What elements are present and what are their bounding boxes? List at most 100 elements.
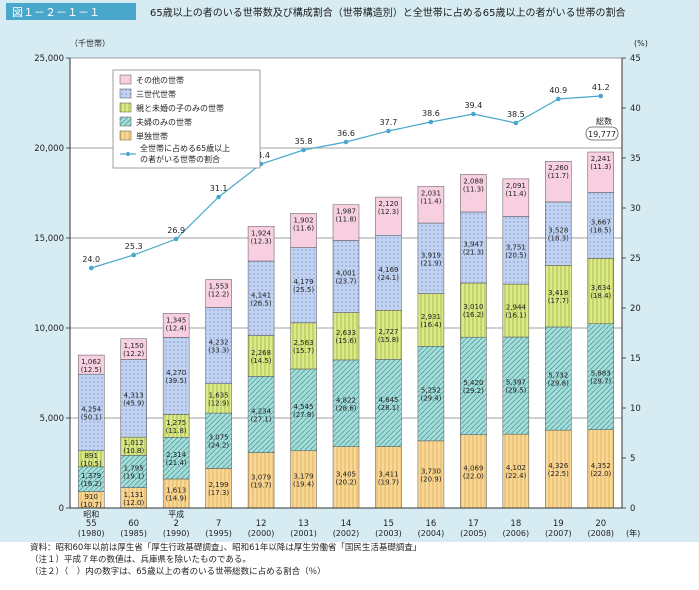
y-right-tick-label: 45 <box>630 54 641 64</box>
segment-value-label: 2,314 <box>166 451 187 459</box>
legend-line-text-1: 全世帯に占める65歳以上 <box>140 143 230 153</box>
bar-stacks <box>77 151 615 509</box>
segment-percent-label: (11.7) <box>548 172 569 180</box>
bar-segment <box>290 322 317 370</box>
bar-segment <box>290 368 317 452</box>
bar-segment <box>417 346 445 442</box>
segment-value-label: 3,079 <box>251 473 271 481</box>
segment-percent-label: (12.3) <box>378 208 399 216</box>
bar-segment <box>290 247 317 324</box>
segment-value-label: 4,545 <box>294 403 314 411</box>
y-left-tick-label: 15,000 <box>34 234 64 244</box>
y-left-unit: （千世帯） <box>70 38 110 48</box>
x-unit-label: (年) <box>626 528 640 538</box>
segment-value-label: 1,902 <box>294 216 314 224</box>
x-year-label: (2007) <box>545 529 572 538</box>
segment-value-label: 4,822 <box>336 396 356 404</box>
bar-segment <box>247 335 275 377</box>
y-axis-right: 0 5 10 15 20 25 30 35 40 45 <box>622 54 641 514</box>
segment-percent-label: (16.4) <box>420 321 441 329</box>
segment-percent-label: (20.2) <box>335 478 356 486</box>
segment-value-label: 4,845 <box>378 396 398 404</box>
bar-segment <box>247 260 275 336</box>
segment-value-label: 3,075 <box>209 434 229 442</box>
bar-segment <box>247 452 275 509</box>
bar-segment <box>290 450 317 509</box>
segment-percent-label: (28.1) <box>378 404 399 412</box>
segment-percent-label: (16.2) <box>463 311 484 319</box>
bar-segment <box>77 373 105 452</box>
segment-value-label: 1,150 <box>124 342 144 350</box>
bar-segment <box>77 354 105 375</box>
share-line-point <box>598 93 604 99</box>
share-line-point <box>556 96 561 102</box>
segment-value-label: 3,947 <box>463 240 483 248</box>
segment-percent-label: (15.6) <box>335 337 356 345</box>
segment-value-label: 4,102 <box>506 464 526 472</box>
segment-percent-label: (18.3) <box>548 235 569 243</box>
bar-segment <box>332 312 360 361</box>
x-tick-label: 13 <box>298 519 309 529</box>
segment-value-label: 2,633 <box>336 329 356 337</box>
share-line-point <box>216 194 221 200</box>
bar-segment <box>545 326 572 431</box>
segment-value-label: 4,069 <box>463 464 483 472</box>
x-tick-label: 16 <box>426 519 437 529</box>
bar-segment <box>545 265 572 328</box>
bar-segment <box>375 359 402 447</box>
share-line-label: 31.1 <box>210 184 228 193</box>
share-line-label: 41.2 <box>592 83 610 92</box>
y-right-tick-label: 40 <box>630 104 641 114</box>
segment-value-label: 4,234 <box>251 407 272 415</box>
x-year-label: (2008) <box>587 529 614 538</box>
legend-swatch <box>119 88 132 99</box>
segment-value-label: 1,795 <box>124 464 144 472</box>
segment-percent-label: (18.5) <box>590 226 611 234</box>
bar-segment <box>332 359 360 447</box>
segment-value-label: 1,635 <box>209 391 229 399</box>
segment-percent-label: (18.4) <box>590 292 611 300</box>
segment-value-label: 3,528 <box>548 227 568 235</box>
segment-value-label: 3,411 <box>378 470 398 478</box>
segment-percent-label: (11.4) <box>505 190 526 198</box>
segment-value-label: 5,420 <box>463 379 483 387</box>
segment-value-label: 3,010 <box>463 303 483 311</box>
bar-segment <box>290 213 317 248</box>
legend-swatch <box>119 102 132 113</box>
segment-percent-label: (10.5) <box>81 460 102 468</box>
x-tick-label: 2 <box>173 519 178 529</box>
segment-value-label: 1,613 <box>166 486 186 494</box>
bar-segment <box>332 240 360 313</box>
share-line-point <box>471 111 476 117</box>
y-right-tick-label: 20 <box>630 304 641 314</box>
segment-percent-label: (29.8) <box>548 380 569 388</box>
share-line-label: 37.7 <box>380 118 398 127</box>
y-right-tick-label: 35 <box>630 154 641 164</box>
share-line-label: 36.6 <box>337 129 355 138</box>
footnote-2: （注２）（ ）内の数字は、65歳以上の者のいる世帯総数に占める割合（％） <box>30 567 326 577</box>
share-line-point <box>386 128 391 134</box>
x-year-label: (1985) <box>120 529 147 538</box>
x-year-label: (2002) <box>333 529 360 538</box>
bar-segment <box>502 433 530 509</box>
segment-value-label: 4,179 <box>294 278 314 286</box>
segment-percent-label: (12.3) <box>251 237 272 245</box>
bar-segment <box>205 279 232 308</box>
segment-percent-label: (29.4) <box>420 395 441 403</box>
share-line-label: 34.4 <box>252 151 270 160</box>
bar-segment <box>120 455 147 488</box>
x-tick-label: 55 <box>86 519 97 529</box>
bar-segment <box>375 310 402 360</box>
segment-percent-label: (12.5) <box>81 366 102 374</box>
segment-value-label: 2,727 <box>378 328 398 336</box>
segment-percent-label: (50.1) <box>81 413 102 421</box>
segment-percent-label: (12.2) <box>208 291 229 299</box>
bar-segment <box>120 359 147 438</box>
legend-swatch <box>119 130 132 141</box>
segment-percent-label: (12.9) <box>208 399 229 407</box>
x-era-label: 昭和 <box>83 510 99 519</box>
segment-value-label: 2,241 <box>591 155 611 163</box>
segment-percent-label: (22.4) <box>505 472 526 480</box>
x-tick-label: 60 <box>128 519 139 529</box>
